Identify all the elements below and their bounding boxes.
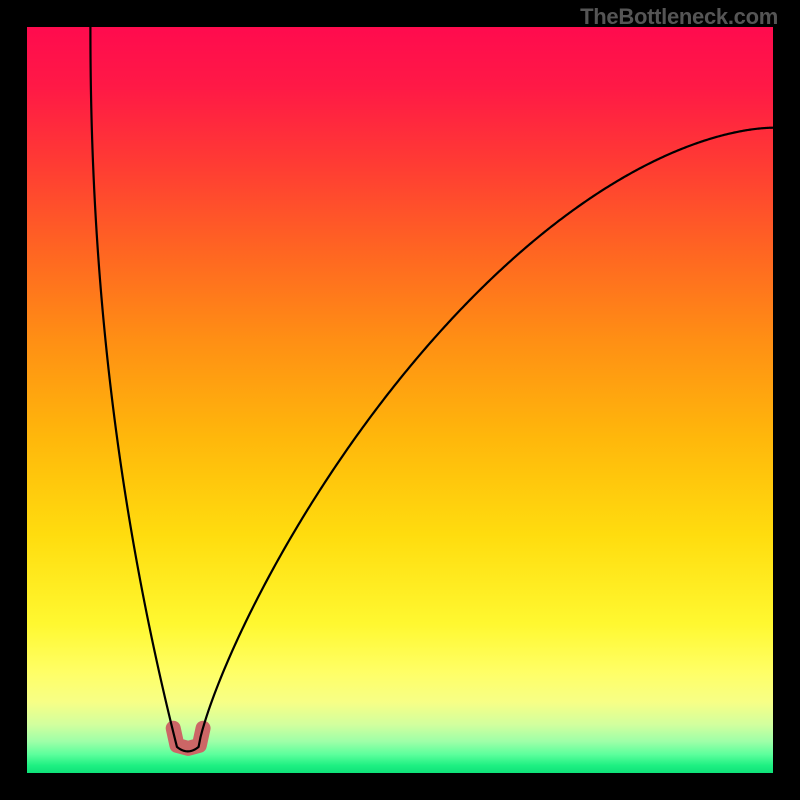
gradient-background [27,27,773,773]
plot-svg [0,0,800,800]
chart-container: TheBottleneck.com [0,0,800,800]
